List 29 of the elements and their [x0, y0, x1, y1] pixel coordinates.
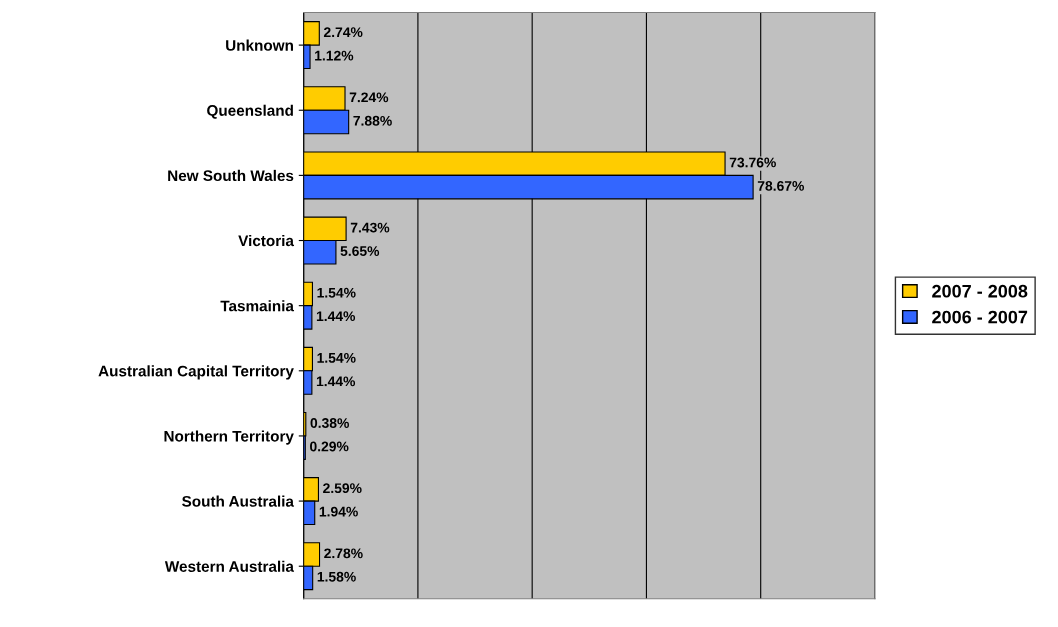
data-label: 2.74%	[323, 27, 363, 38]
legend-label: 2007 - 2008	[932, 284, 1028, 298]
data-label: 7.88%	[353, 115, 392, 126]
data-label: 7.43%	[350, 222, 390, 233]
data-label: 1.94%	[319, 506, 358, 517]
data-label: 1.12%	[315, 50, 354, 61]
data-label: 1.44%	[316, 311, 356, 322]
data-label: 1.44%	[316, 376, 356, 387]
data-label: 1.58%	[317, 571, 356, 582]
y-tick-label: Victoria	[238, 234, 295, 247]
y-tick-label: South Australia	[182, 495, 295, 507]
data-label: 2.78%	[324, 548, 363, 559]
legend-label: 2006 - 2007	[932, 310, 1028, 324]
data-label: 5.65%	[340, 246, 380, 256]
data-label: 7.24%	[349, 92, 389, 103]
y-tick-label: New South Wales	[168, 169, 294, 182]
y-tick-label: Northern Territory	[164, 430, 294, 445]
y-tick-label: Queensland	[207, 104, 293, 119]
data-label: 78.67%	[757, 181, 805, 191]
data-label: 0.29%	[310, 441, 349, 452]
data-label: 1.54%	[317, 353, 356, 363]
y-tick-label: Tasmainia	[220, 300, 295, 312]
data-label: 2.59%	[323, 483, 362, 494]
data-label: 1.54%	[317, 287, 356, 298]
y-tick-label: Australian Capital Territory	[98, 365, 294, 380]
data-label: 0.38%	[310, 418, 349, 428]
data-label: 73.76%	[729, 157, 776, 168]
y-tick-label: Western Australia	[164, 560, 295, 572]
y-tick-label: Unknown	[226, 39, 293, 51]
